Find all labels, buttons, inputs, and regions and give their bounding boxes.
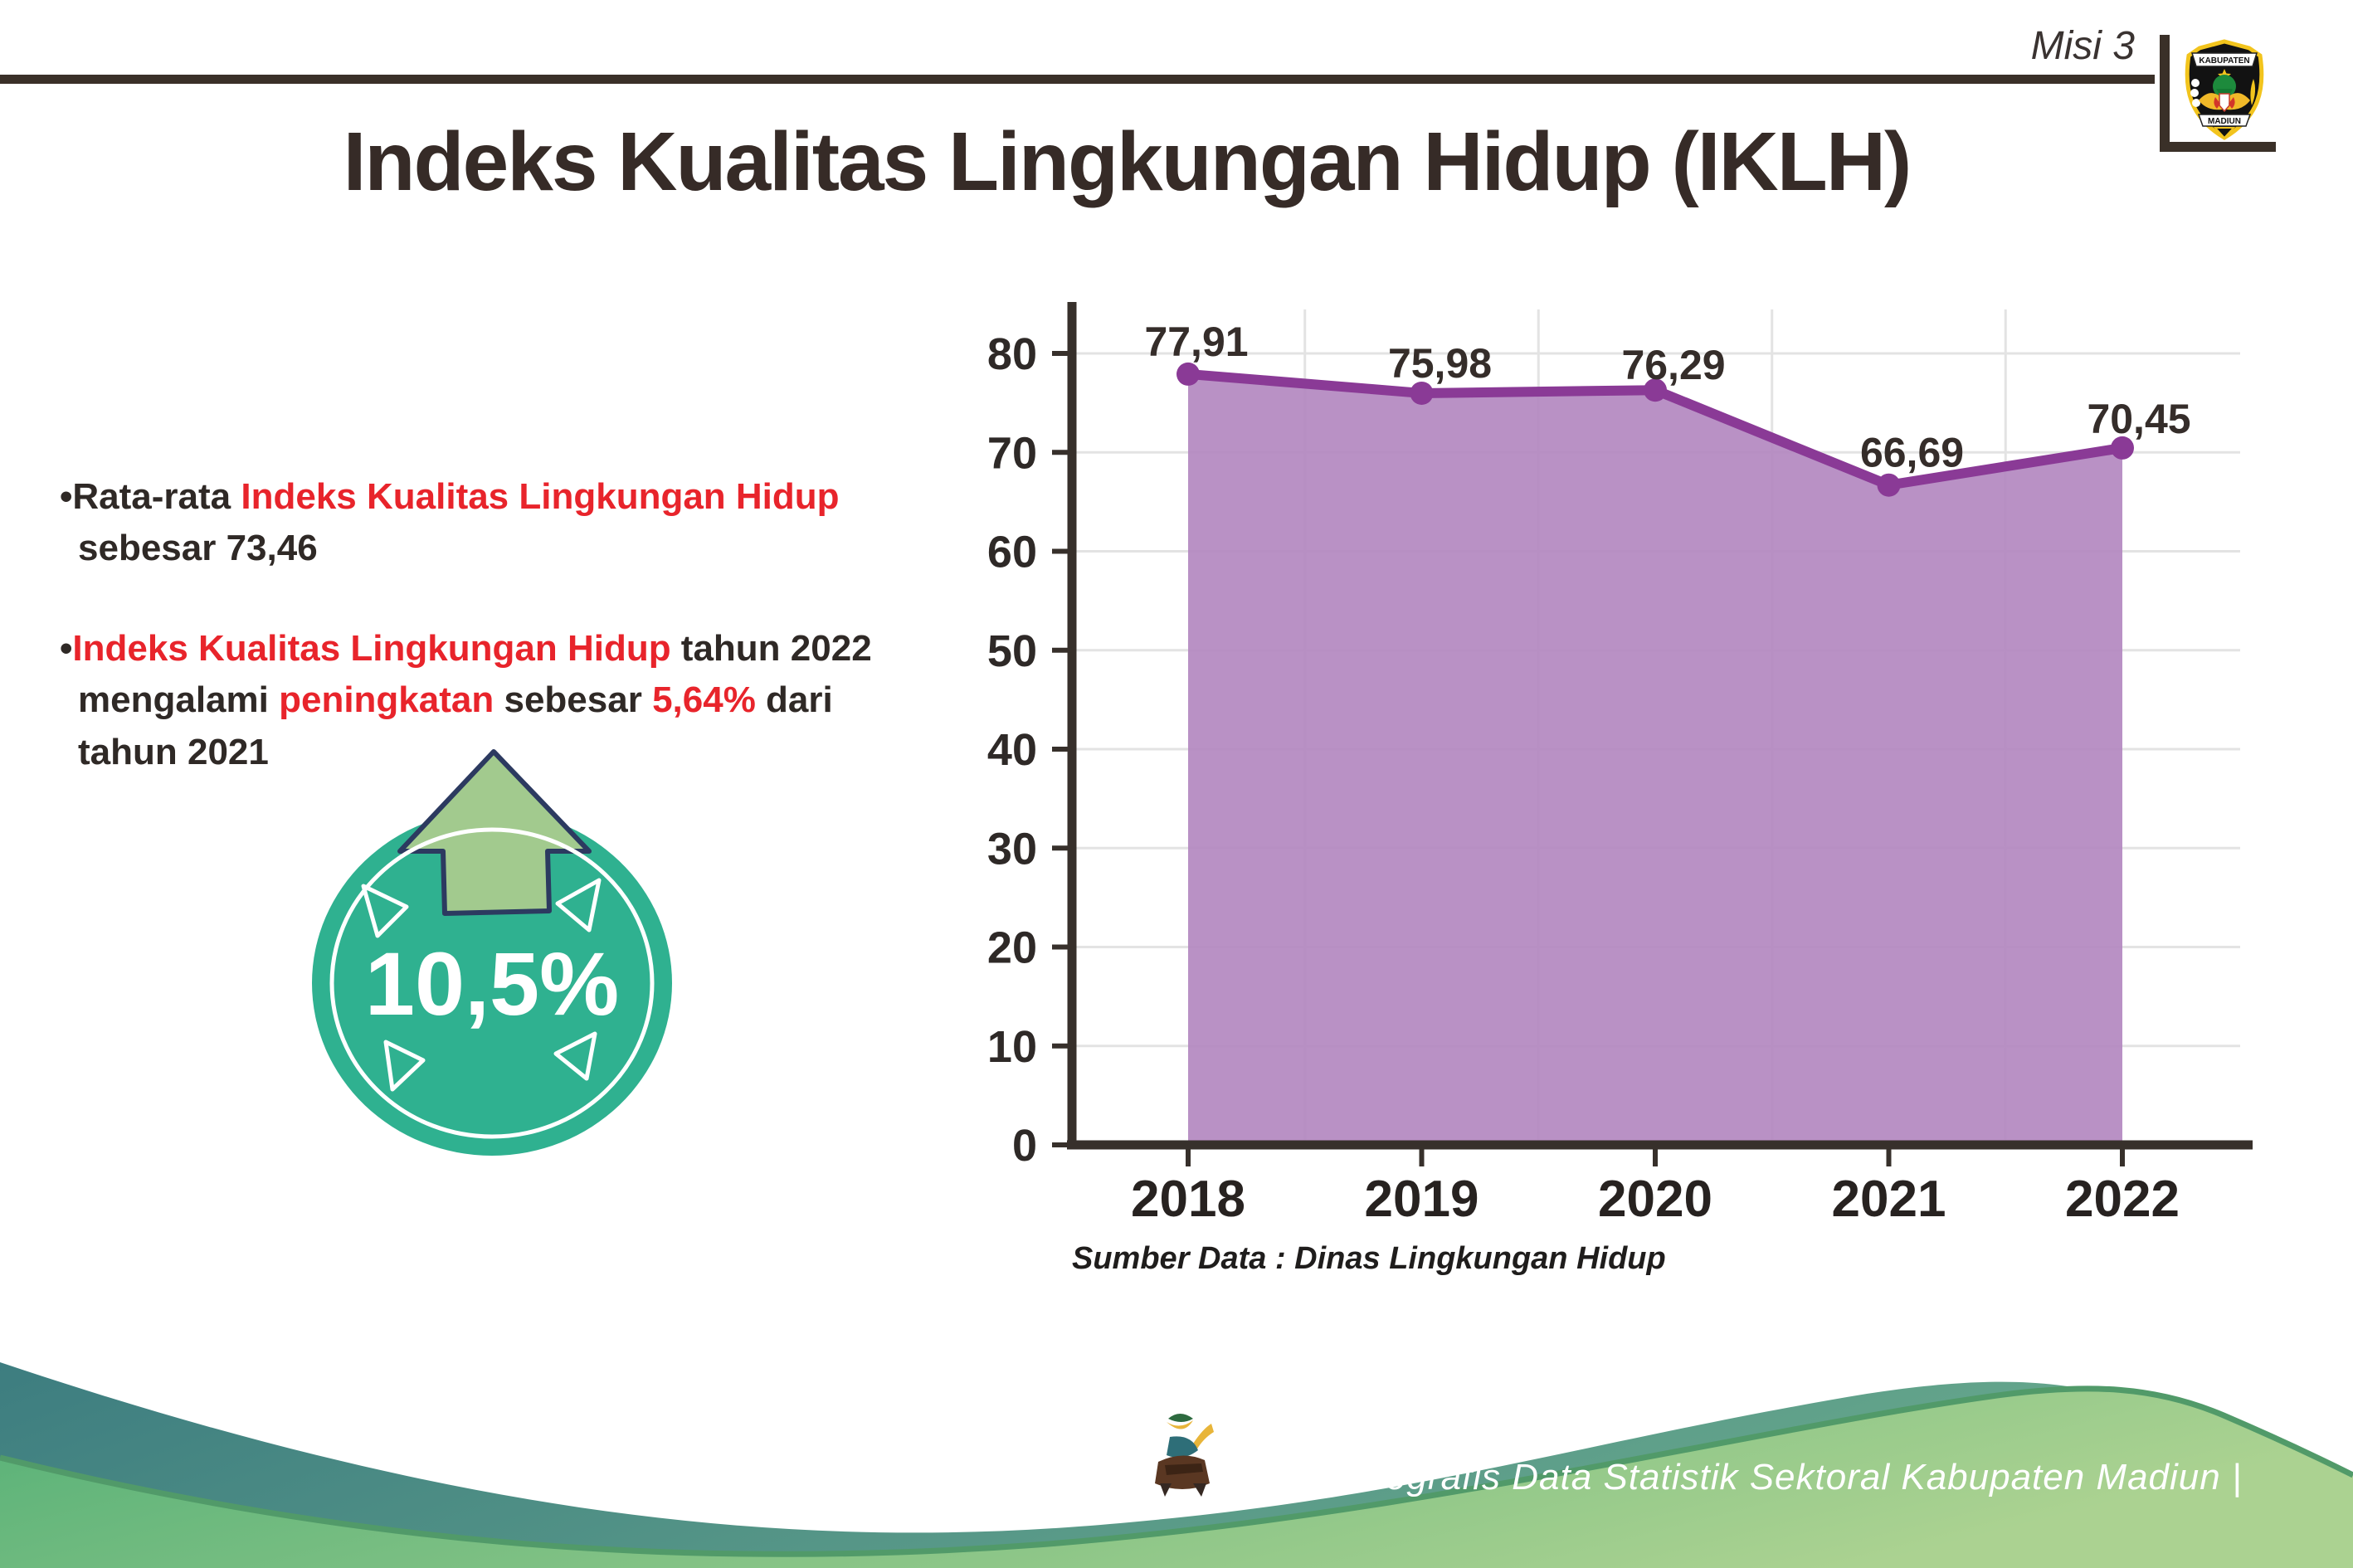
crest-banner-bottom-text: MADIUN: [2208, 117, 2241, 126]
bullet2-text3: sebesar: [494, 679, 653, 721]
y-tick-label: 0: [1012, 1121, 1037, 1171]
badge-triangle-accent: [555, 878, 602, 933]
badge-triangle-accent: [361, 884, 409, 938]
y-tick-label: 30: [987, 824, 1037, 874]
data-point: [1410, 381, 1434, 405]
crest-red-left: [2214, 97, 2220, 109]
crest-cotton-icon: [2191, 79, 2200, 87]
bullet2-percent: 5,64%: [652, 679, 756, 721]
mascot-foot-right: [1193, 1483, 1206, 1497]
crest-banner-bottom: [2197, 114, 2252, 127]
mascot-cap: [1168, 1414, 1193, 1422]
x-axis-year-label: 2018: [1131, 1171, 1245, 1228]
chart-source-note: Sumber Data : Dinas Lingkungan Hidup: [1072, 1241, 1666, 1276]
mascot-face-band: [1167, 1420, 1193, 1429]
mascot-foot-left: [1160, 1483, 1172, 1497]
bullet1-value: sebesar 73,46: [78, 528, 318, 569]
bullet-increase-iklh: •Indeks Kualitas Lingkungan Hidup tahun …: [60, 627, 872, 772]
y-tick-label: 50: [987, 626, 1037, 676]
badge-percentage-value: 10,5%: [365, 933, 619, 1034]
header-rule: [0, 75, 2155, 84]
logo-frame-horizontal: [2160, 142, 2276, 152]
crest-cotton-icon: [2192, 99, 2200, 107]
mascot-icon: [1155, 1414, 1214, 1497]
mascot-sash: [1167, 1436, 1198, 1458]
logo-frame-vertical: [2160, 35, 2170, 152]
x-axis-year-label: 2022: [2065, 1171, 2180, 1228]
crest-red-right: [2229, 97, 2235, 109]
y-tick-label: 60: [987, 528, 1037, 577]
kabupaten-madiun-crest-logo: KABUPATEN MADIUN: [2185, 39, 2264, 140]
crest-banner-top-text: KABUPATEN: [2199, 56, 2249, 66]
y-tick-label: 70: [987, 428, 1037, 478]
footer-caption: Media Infografis Data Statistik Sektoral…: [1228, 1457, 2243, 1497]
y-tick-label: 10: [987, 1022, 1037, 1072]
mascot-skirt-pattern: [1165, 1463, 1203, 1475]
increase-badge: 10,5%: [312, 749, 672, 1156]
bullet-average-iklh: •Rata-rata Indeks Kualitas Lingkungan Hi…: [60, 476, 840, 569]
data-point-label: 76,29: [1621, 342, 1725, 388]
x-axis-year-label: 2021: [1832, 1171, 1946, 1228]
x-axis-year-label: 2020: [1598, 1171, 1712, 1228]
mascot-arm: [1193, 1424, 1214, 1450]
x-axis-year-label: 2019: [1365, 1171, 1479, 1228]
y-tick-label: 20: [987, 923, 1037, 973]
data-point-label: 66,69: [1860, 430, 1964, 476]
bullet2-text: tahun 2022: [670, 627, 872, 669]
data-point-label: 70,45: [2087, 396, 2190, 442]
bullet1-highlight: Indeks Kualitas Lingkungan Hidup: [241, 476, 840, 517]
data-point: [2111, 436, 2134, 460]
area-fill: [1188, 373, 2122, 1146]
key-findings-text: •Rata-rata Indeks Kualitas Lingkungan Hi…: [60, 471, 964, 826]
data-point-label: 75,98: [1388, 340, 1492, 387]
misi-label: Misi 3: [2030, 24, 2135, 68]
badge-inner-ring: [329, 827, 655, 1139]
bullet1-text: Rata-rata: [72, 476, 241, 517]
data-point: [1644, 378, 1667, 402]
crest-banner-top: [2190, 52, 2258, 67]
badge-triangle-accent: [553, 1031, 597, 1081]
iklh-area-chart: 0 10 20 30 40 50 60 70 80 2018 2019 2020 2021 2022 77,…: [987, 302, 2253, 1228]
y-tick-label: 80: [987, 329, 1037, 379]
footer-green-band: [0, 1388, 2353, 1568]
footer-wave-decoration: [0, 1362, 2353, 1568]
crest-wheat-icon: [2250, 79, 2256, 105]
data-point: [1877, 473, 1901, 497]
bullet2-highlight: Indeks Kualitas Lingkungan Hidup: [72, 627, 671, 669]
bullet2-text4: dari: [755, 679, 833, 721]
footer-green-band-edge: [0, 1385, 2353, 1557]
bullet2-text2: mengalami: [78, 679, 280, 721]
crest-tail: [2213, 127, 2236, 139]
badge-circle: [312, 811, 672, 1156]
crest-cotton-icon: [2190, 89, 2199, 97]
bullet2-highlight2: peningkatan: [279, 679, 494, 721]
y-tick-label: 40: [987, 725, 1037, 775]
data-point-label: 77,91: [1144, 319, 1248, 365]
data-point: [1176, 362, 1200, 386]
page-title: Indeks Kualitas Lingkungan Hidup (IKLH): [343, 115, 1912, 208]
badge-triangle-accent: [383, 1040, 426, 1092]
bullet2-text5: tahun 2021: [78, 731, 269, 772]
